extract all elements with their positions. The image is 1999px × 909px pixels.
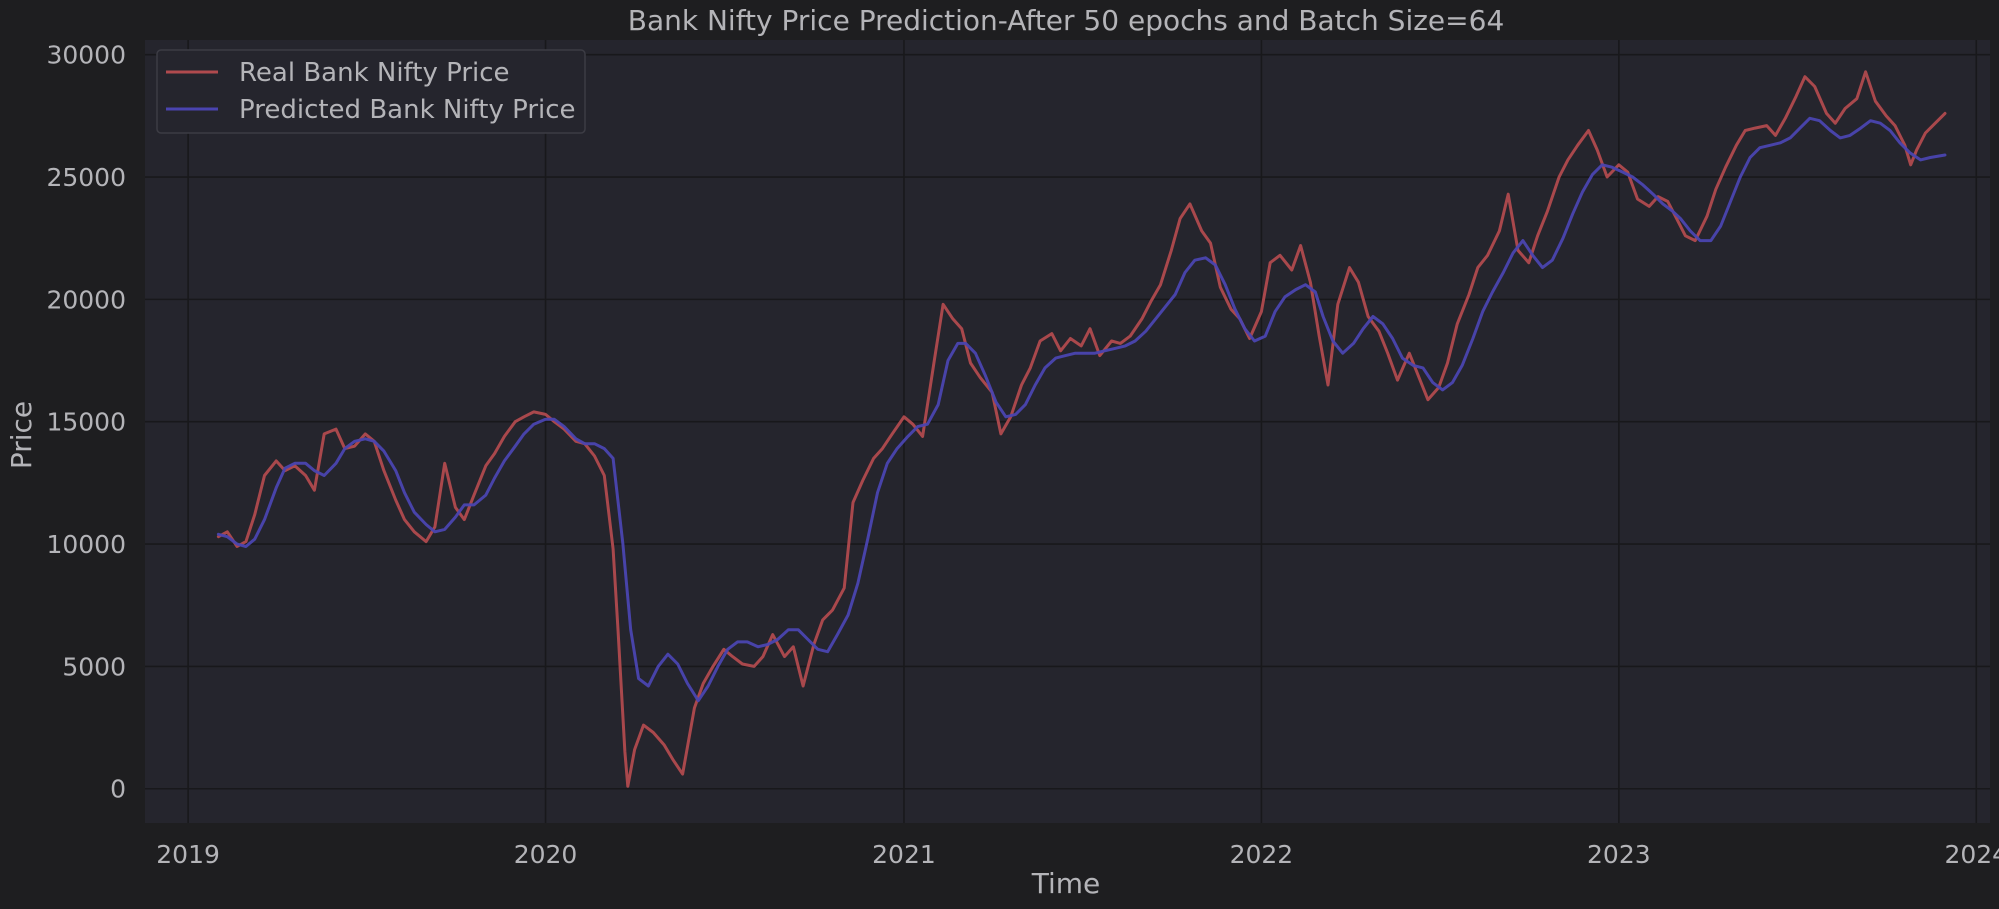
plot-area <box>145 40 1990 823</box>
series-layer <box>216 70 1947 788</box>
legend: Real Bank Nifty Price Predicted Bank Nif… <box>156 49 586 134</box>
y-tick-label: 10000 <box>46 530 126 559</box>
legend-label-predicted: Predicted Bank Nifty Price <box>239 95 576 125</box>
legend-box <box>156 49 586 134</box>
x-axis: 2019 2020 2021 2022 2023 2024 <box>156 840 1999 869</box>
series-line-real <box>216 70 1947 788</box>
grid <box>145 40 1990 823</box>
x-axis-title: Time <box>1031 867 1101 900</box>
y-tick-label: 30000 <box>46 41 126 70</box>
x-tick-label: 2022 <box>1230 840 1294 869</box>
y-tick-label: 15000 <box>46 408 126 437</box>
x-tick-label: 2019 <box>156 840 220 869</box>
series-line-predicted <box>216 116 1947 703</box>
legend-label-real: Real Bank Nifty Price <box>239 58 510 88</box>
y-tick-label: 20000 <box>46 285 126 314</box>
chart-title: Bank Nifty Price Prediction-After 50 epo… <box>628 4 1505 37</box>
y-tick-label: 5000 <box>62 652 126 681</box>
x-tick-label: 2021 <box>872 840 936 869</box>
x-tick-label: 2024 <box>1944 840 1999 869</box>
y-axis: 0 5000 10000 15000 20000 25000 30000 <box>46 41 126 804</box>
x-tick-label: 2023 <box>1587 840 1651 869</box>
x-tick-label: 2020 <box>514 840 578 869</box>
y-axis-title: Price <box>5 401 38 469</box>
y-tick-label: 0 <box>110 775 126 804</box>
y-tick-label: 25000 <box>46 163 126 192</box>
